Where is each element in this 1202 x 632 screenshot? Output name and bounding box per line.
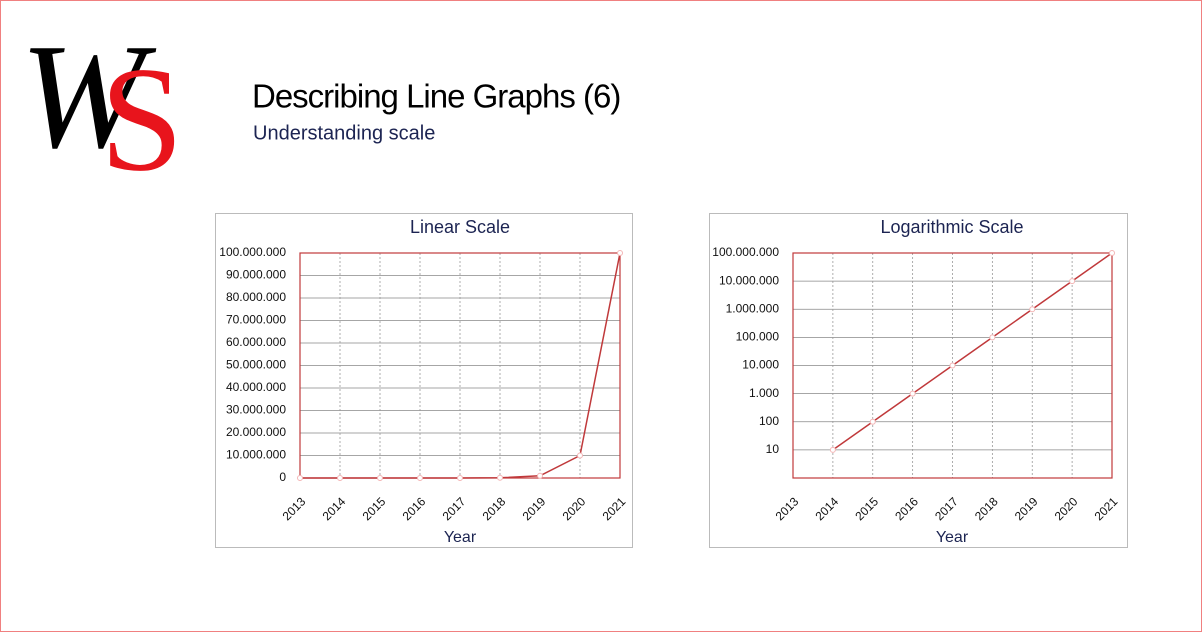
y-tick-label: 10 (766, 442, 780, 456)
y-tick-label: 1.000.000 (726, 301, 780, 315)
y-tick-label: 90.000.000 (226, 268, 286, 282)
page-subtitle: Understanding scale (253, 122, 435, 144)
y-tick-label: 100 (759, 414, 779, 428)
chart-frame (709, 213, 1128, 548)
data-point (457, 474, 463, 481)
data-point (497, 474, 503, 481)
y-tick-label: 10.000 (742, 358, 779, 372)
y-tick-label: 50.000.000 (226, 358, 286, 372)
chart-frame (215, 213, 633, 548)
y-tick-label: 1.000 (749, 386, 779, 400)
y-tick-label: 10.000.000 (719, 273, 779, 287)
y-tick-label: 100.000 (736, 330, 780, 344)
logo-s: S (100, 36, 183, 202)
data-point (1109, 250, 1115, 256)
x-axis-label: Year (936, 529, 969, 546)
data-point (297, 475, 303, 481)
data-point (377, 474, 383, 481)
y-tick-label: 60.000.000 (226, 335, 286, 349)
data-point (869, 418, 876, 425)
y-tick-label: 40.000.000 (226, 380, 286, 394)
data-point (537, 472, 543, 479)
page-title: Describing Line Graphs (6) (252, 78, 620, 115)
data-point (417, 474, 423, 481)
chart-log: Logarithmic Scale Year 10 100 1.000 10.000 100… (709, 213, 1128, 548)
data-point (909, 390, 916, 397)
data-point (617, 250, 623, 256)
y-tick-label: 30.000.000 (226, 403, 286, 417)
y-tick-label: 10.000.000 (226, 448, 286, 462)
data-point (1069, 278, 1076, 285)
data-point (949, 362, 956, 369)
chart-title: Linear Scale (410, 217, 510, 237)
x-axis-label: Year (444, 529, 477, 546)
y-tick-label: 70.000.000 (226, 313, 286, 327)
data-point (829, 446, 836, 453)
y-tick-label: 100.000.000 (219, 245, 286, 259)
chart-title: Logarithmic Scale (880, 217, 1023, 237)
y-tick-label: 20.000.000 (226, 425, 286, 439)
data-point (1029, 306, 1036, 313)
chart-linear: Linear Scale Year 0 10.000.000 20.000.000 30.… (215, 213, 633, 548)
data-line (832, 252, 1113, 451)
plot-frame (792, 252, 1113, 479)
y-tick-label: 100.000.000 (712, 245, 779, 259)
y-tick-label: 0 (279, 470, 286, 484)
logo-w: W (20, 13, 157, 179)
data-point (989, 334, 996, 341)
data-point (337, 474, 343, 481)
y-tick-label: 80.000.000 (226, 290, 286, 304)
data-point (577, 452, 583, 459)
